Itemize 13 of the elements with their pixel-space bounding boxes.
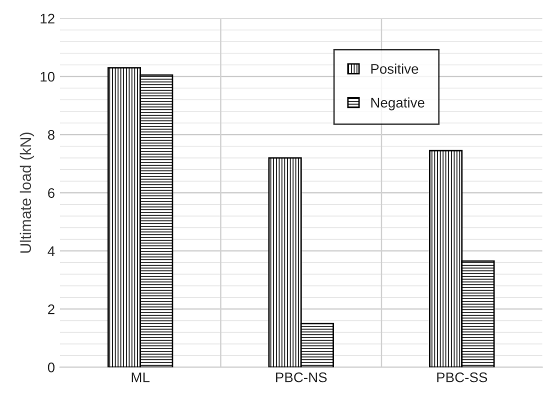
- y-tick-label: 4: [48, 246, 55, 256]
- y-tick-label: 8: [48, 130, 54, 140]
- y-tick-label: 6: [48, 188, 54, 198]
- x-tick-label: PBC-NS: [276, 372, 327, 382]
- y-tick-label: 10: [40, 72, 55, 82]
- y-tick-label: 12: [40, 14, 54, 24]
- legend-label: Positive: [371, 64, 418, 74]
- y-axis-title: Ultimate load (kN): [20, 132, 34, 253]
- x-tick-label: PBC-SS: [437, 372, 488, 382]
- legend-label: Negative: [371, 97, 424, 110]
- y-tick-label: 0: [48, 362, 55, 372]
- x-tick-label: ML: [132, 372, 150, 382]
- y-tick-label: 2: [48, 304, 54, 314]
